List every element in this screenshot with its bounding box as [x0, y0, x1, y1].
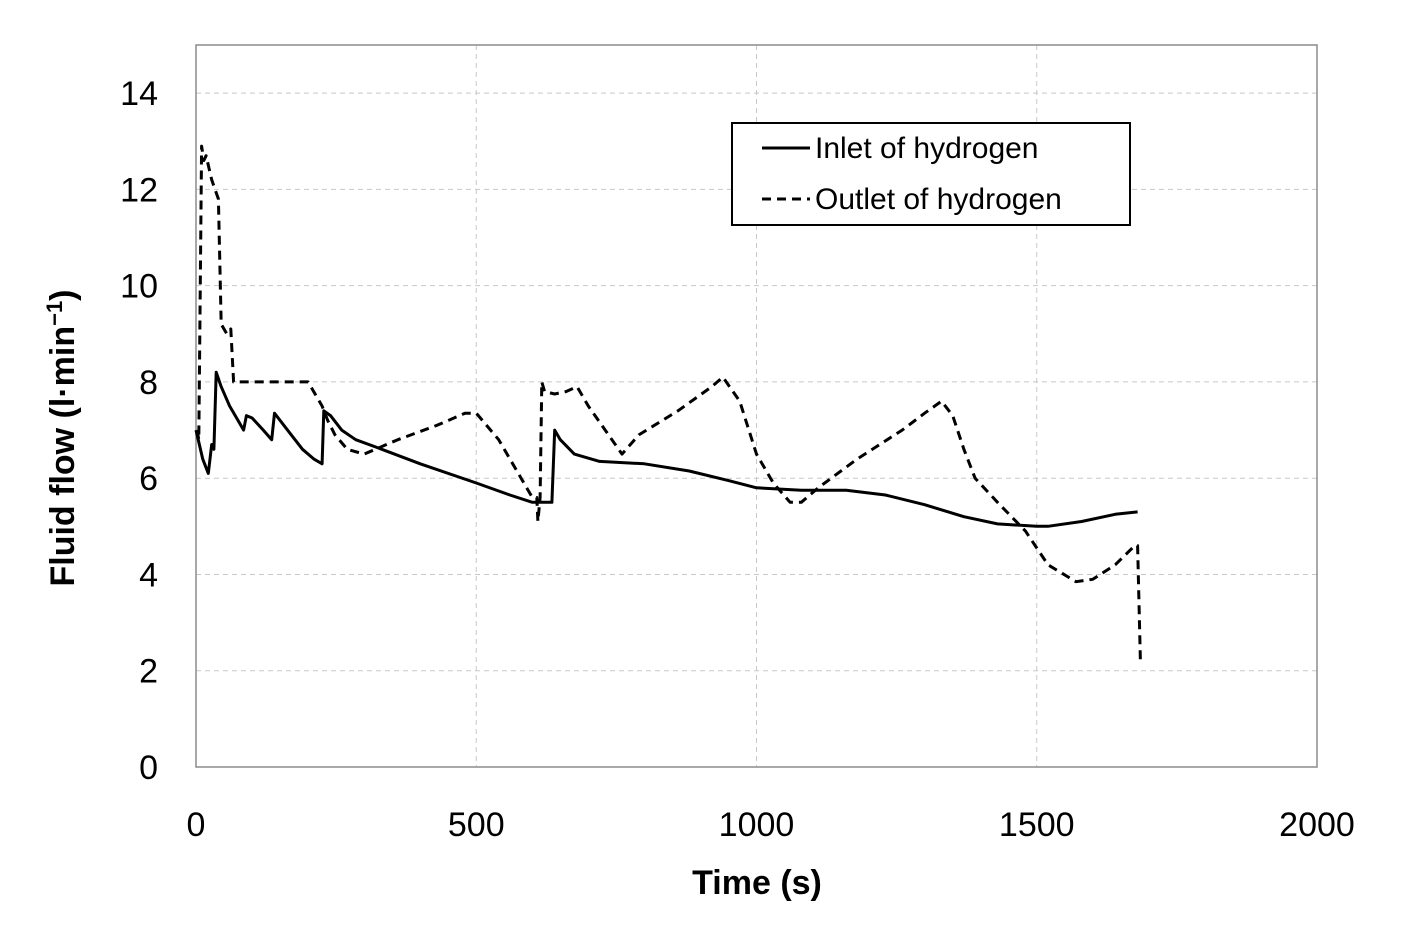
series-line-outlet [195, 144, 1142, 662]
legend-box [731, 122, 1131, 226]
legend-label-inlet: Inlet of hydrogen [815, 132, 1039, 165]
y-tick-label: 10 [120, 268, 158, 306]
y-tick-label: 8 [139, 364, 158, 402]
y-axis-title-main: Fluid flow (l·min [44, 326, 82, 587]
y-tick-label: 14 [120, 75, 158, 113]
y-tick-label: 12 [120, 171, 158, 209]
x-tick-label: 0 [187, 806, 206, 844]
y-tick-label: 2 [139, 653, 158, 691]
series-line-inlet [194, 370, 1138, 528]
x-tick-label: 500 [448, 806, 505, 844]
series-layer [194, 144, 1142, 662]
x-tick-label: 2000 [1279, 806, 1355, 844]
x-tick-label: 1000 [719, 806, 795, 844]
tick-labels: 0 2 4 6 8 10 12 14 0 500 1000 1500 2000 [120, 75, 1355, 844]
x-axis-title: Time (s) [692, 864, 822, 902]
y-tick-label: 6 [139, 460, 158, 498]
y-tick-label: 0 [139, 749, 158, 787]
y-axis-title-superscript: −1 [42, 301, 67, 326]
x-tick-label: 1500 [999, 806, 1075, 844]
y-tick-label: 4 [139, 556, 158, 594]
y-axis-title: Fluid flow (l·min−1) [42, 289, 82, 586]
plot-area-frame [195, 44, 1318, 768]
legend: Inlet of hydrogen Outlet of hydrogen [731, 122, 1131, 226]
y-axis-title-close: ) [44, 289, 82, 300]
legend-label-outlet: Outlet of hydrogen [815, 183, 1062, 216]
